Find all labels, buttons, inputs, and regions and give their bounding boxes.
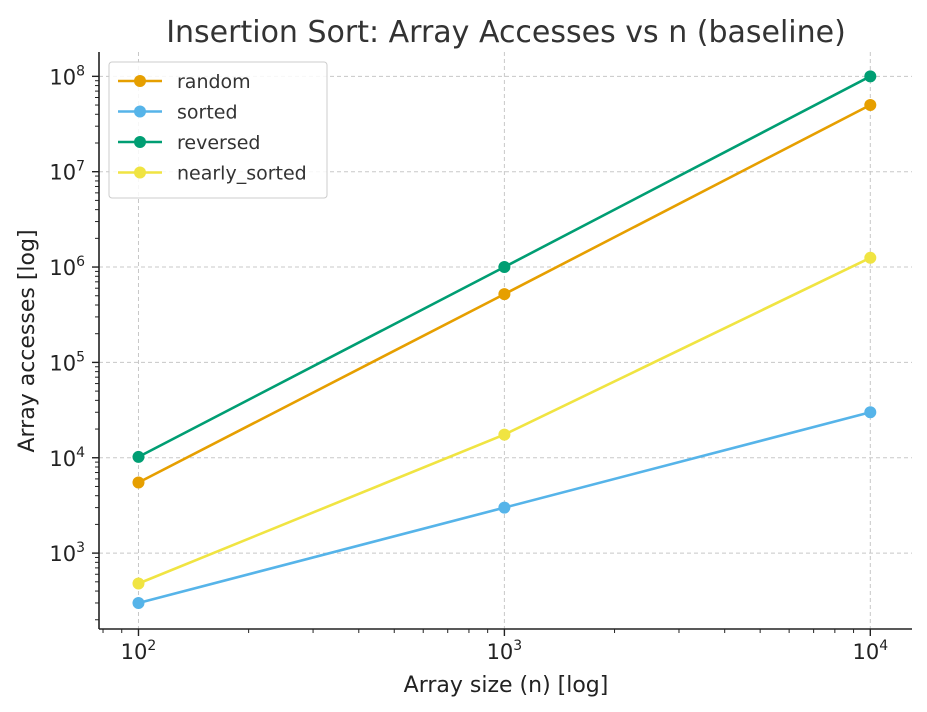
y-tick-label: 107 <box>49 159 85 185</box>
legend-label-sorted: sorted <box>177 102 238 124</box>
data-point-nearly-sorted <box>864 251 877 264</box>
data-point-reversed <box>864 70 877 83</box>
y-tick-label: 106 <box>49 254 85 280</box>
legend-marker-sorted <box>134 105 146 118</box>
x-tick-label: 104 <box>852 638 888 664</box>
legend-label-nearly-sorted: nearly_sorted <box>177 163 307 185</box>
legend-label-random: random <box>177 71 251 93</box>
series-layer <box>132 70 877 609</box>
data-point-sorted <box>498 501 511 514</box>
axes <box>92 52 912 636</box>
legend-box <box>108 61 328 199</box>
x-axis-label: Array size (n) [log] <box>404 673 609 698</box>
tick-labels: 102 103 104 103 104 105 106 107 108 <box>49 63 888 664</box>
legend: random sorted reversed nearly_sorted <box>108 61 328 199</box>
y-tick-label: 104 <box>49 445 85 471</box>
data-point-nearly-sorted <box>498 428 511 441</box>
data-point-random <box>132 476 145 489</box>
y-tick-label: 103 <box>49 540 85 566</box>
y-axis-label: Array accesses [log] <box>15 229 40 452</box>
data-point-random <box>498 288 511 301</box>
data-point-random <box>864 99 877 112</box>
y-tick-label: 108 <box>49 63 85 89</box>
y-tick-label: 105 <box>49 349 85 375</box>
legend-label-reversed: reversed <box>177 132 260 154</box>
data-point-reversed <box>132 450 145 463</box>
legend-marker-nearly-sorted <box>134 166 146 179</box>
legend-marker-random <box>134 75 146 87</box>
legend-marker-reversed <box>134 136 146 148</box>
data-point-sorted <box>864 406 877 419</box>
x-tick-label: 103 <box>487 638 523 664</box>
chart-title: Insertion Sort: Array Accesses vs n (bas… <box>166 15 846 50</box>
data-point-sorted <box>132 596 145 609</box>
x-tick-label: 102 <box>121 638 157 664</box>
data-point-reversed <box>498 261 511 274</box>
data-point-nearly-sorted <box>132 577 145 590</box>
